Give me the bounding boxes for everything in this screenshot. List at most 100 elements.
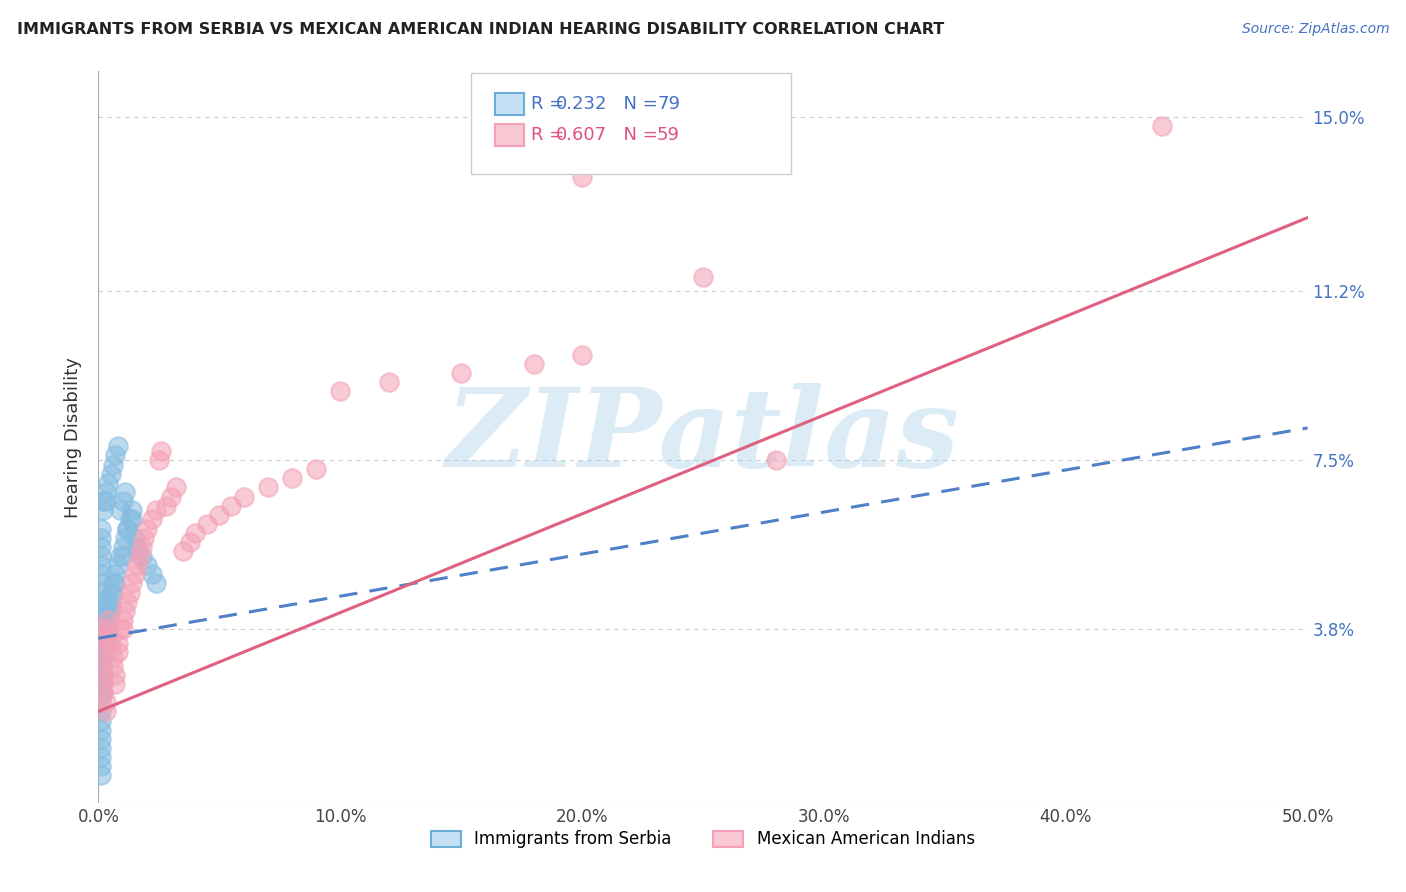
Point: [90, 622, 112, 636]
Point: [141, 512, 163, 526]
Point: [765, 453, 787, 467]
Point: [94, 632, 117, 646]
Point: [100, 585, 122, 599]
Point: [100, 467, 122, 481]
Point: [571, 348, 593, 362]
Point: [111, 540, 134, 554]
Point: [90, 649, 112, 664]
Point: [121, 576, 143, 591]
Point: [117, 595, 139, 609]
Point: [94, 705, 117, 719]
Point: [107, 636, 129, 650]
Point: [329, 384, 352, 399]
Text: Source: ZipAtlas.com: Source: ZipAtlas.com: [1241, 22, 1389, 37]
Point: [1152, 120, 1174, 134]
Point: [91, 667, 114, 681]
Point: [94, 622, 117, 636]
Point: [101, 576, 124, 591]
FancyBboxPatch shape: [471, 73, 792, 174]
Point: [124, 531, 146, 545]
Legend: Immigrants from Serbia, Mexican American Indians: Immigrants from Serbia, Mexican American…: [423, 822, 983, 856]
Point: [94, 604, 117, 618]
Point: [97, 604, 120, 618]
Point: [121, 503, 143, 517]
Point: [131, 540, 153, 554]
Point: [179, 535, 201, 549]
Point: [104, 449, 127, 463]
Text: 59: 59: [657, 126, 681, 144]
Point: [117, 521, 139, 535]
Point: [90, 658, 112, 673]
Point: [94, 494, 117, 508]
Point: [523, 357, 546, 371]
Text: 79: 79: [657, 95, 681, 112]
Point: [90, 576, 112, 591]
Point: [97, 595, 120, 609]
Text: R =: R =: [531, 95, 571, 112]
Point: [90, 622, 112, 636]
Bar: [495, 124, 524, 146]
Point: [90, 649, 112, 664]
Point: [107, 439, 129, 453]
Point: [90, 632, 112, 646]
Point: [111, 494, 134, 508]
Y-axis label: Hearing Disability: Hearing Disability: [65, 357, 83, 517]
Point: [97, 622, 120, 636]
Point: [131, 549, 153, 563]
Point: [118, 585, 141, 599]
Point: [91, 667, 114, 681]
Point: [90, 585, 112, 599]
Point: [101, 585, 124, 599]
Point: [97, 613, 120, 627]
Text: N =: N =: [613, 126, 664, 144]
Point: [127, 558, 149, 573]
Point: [114, 531, 136, 545]
Point: [305, 462, 328, 476]
Text: IMMIGRANTS FROM SERBIA VS MEXICAN AMERICAN INDIAN HEARING DISABILITY CORRELATION: IMMIGRANTS FROM SERBIA VS MEXICAN AMERIC…: [17, 22, 943, 37]
Point: [91, 649, 114, 664]
Point: [90, 558, 112, 573]
Point: [101, 658, 124, 673]
Point: [90, 714, 112, 728]
Point: [90, 540, 112, 554]
Point: [90, 531, 112, 545]
Point: [90, 705, 112, 719]
Point: [90, 567, 112, 582]
Point: [91, 686, 114, 700]
Point: [91, 503, 114, 517]
Point: [90, 686, 112, 700]
Point: [172, 544, 194, 558]
Point: [108, 503, 131, 517]
Point: [90, 549, 112, 563]
Point: [90, 750, 112, 764]
Point: [108, 549, 131, 563]
Point: [101, 458, 124, 472]
Point: [107, 645, 129, 659]
Point: [90, 723, 112, 737]
Point: [134, 531, 156, 545]
Point: [450, 366, 472, 380]
Point: [90, 658, 112, 673]
Point: [124, 567, 146, 582]
Point: [97, 613, 120, 627]
Point: [221, 499, 243, 513]
Point: [118, 512, 141, 526]
Point: [91, 677, 114, 691]
Point: [91, 494, 114, 508]
Point: [90, 640, 112, 655]
Point: [114, 604, 136, 618]
Point: [281, 471, 304, 485]
Point: [571, 169, 593, 184]
Point: [91, 640, 114, 655]
Point: [90, 759, 112, 773]
Point: [101, 649, 124, 664]
Point: [108, 622, 131, 636]
Point: [91, 595, 114, 609]
Point: [150, 443, 173, 458]
Point: [121, 512, 143, 526]
Point: [148, 453, 170, 467]
Point: [232, 490, 254, 504]
Point: [94, 485, 117, 500]
Point: [111, 622, 134, 636]
Text: ZIPatlas: ZIPatlas: [446, 384, 960, 491]
